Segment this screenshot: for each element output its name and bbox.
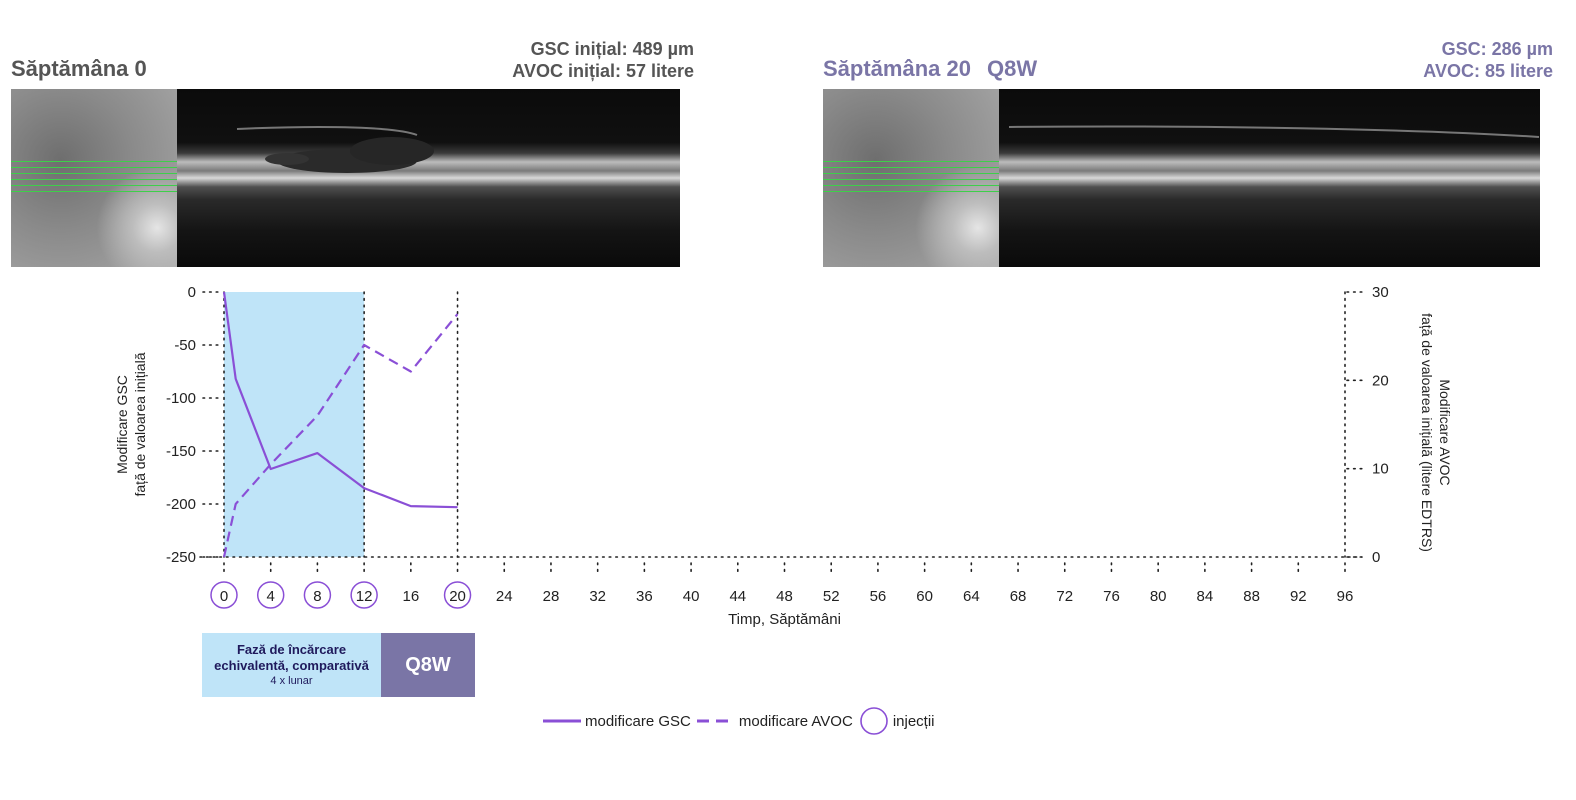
legend-injections: injecții [859,706,935,736]
x-tick-label: 20 [449,588,466,605]
x-tick-label: 24 [496,588,513,605]
week20-gsc: GSC: 286 µm [1441,39,1553,59]
x-tick-label: 28 [543,588,560,605]
week20-label: Săptămâna 20 [823,56,971,81]
fundus-image-week0 [11,89,177,267]
x-tick-label: 40 [683,588,700,605]
legend-avoc: modificare AVOC [696,712,853,730]
legend: modificare GSC modificare AVOC injecții [543,706,941,736]
oct-scan-week0 [177,89,694,267]
injection-marker-week-20 [443,581,472,609]
y-right-axis-label-line1: Modificare AVOC [1437,379,1453,485]
x-tick-label: 76 [1103,588,1120,605]
legend-avoc-swatch [696,719,735,723]
y-left-axis-label: Modificare GSC față de valoarea inițială [114,352,148,496]
week0-title: Săptămâna 0 [11,56,147,81]
week20-stats: GSC: 286 µm AVOC: 85 litere [1423,38,1553,82]
loading-phase-title: Fază de încărcare echivalentă, comparati… [214,642,369,673]
x-tick-label: 44 [729,588,746,605]
x-tick-label: 8 [313,588,321,605]
x-tick-label: 36 [636,588,653,605]
baseline-stats: GSC inițial: 489 µm AVOC inițial: 57 lit… [512,38,694,82]
x-tick-label: 12 [356,588,373,605]
injection-marker-week-8 [303,581,332,609]
y-left-axis-label-line1: Modificare GSC [114,375,130,474]
injection-marker-week-0 [210,581,238,609]
y-left-tick-label: -100 [166,390,196,407]
y-left-tick-label: -150 [166,443,196,460]
x-axis-label: Timp, Săptămâni [728,611,841,628]
injection-marker-week-4 [256,581,285,609]
x-tick-label: 80 [1150,588,1167,605]
x-tick-label: 16 [402,588,419,605]
legend-gsc: modificare GSC [543,713,691,730]
x-tick-label: 52 [823,588,840,605]
week20-regimen: Q8W [986,56,1038,81]
x-tick-label: 64 [963,588,980,605]
y-right-tick-label: 0 [1372,549,1380,566]
y-left-tick-label: -50 [174,337,196,354]
loading-phase-subtitle: 4 x lunar [270,675,313,687]
x-tick-label: 48 [776,588,793,605]
legend-avoc-label: modificare AVOC [738,712,853,730]
avoc-series-line [222,313,459,558]
x-tick-label: 56 [870,588,887,605]
x-tick-label: 32 [589,588,606,605]
x-tick-label: 60 [916,588,933,605]
loading-phase-box: Fază de încărcare echivalentă, comparati… [202,633,381,697]
x-tick-label: 96 [1337,588,1354,605]
x-tick-label: 68 [1010,588,1027,605]
legend-injection-circle [860,707,888,735]
week20-title: Săptămâna 20 Q8W [823,56,1037,82]
loading-phase-shading [224,292,365,557]
x-tick-label: 84 [1197,588,1214,605]
injection-marker-week-12 [350,581,378,609]
week20-avoc: AVOC: 85 litere [1423,61,1553,81]
x-tick-label: 72 [1056,588,1073,605]
q8w-phase-box: Q8W [381,633,475,697]
x-tick-label: 88 [1243,588,1260,605]
y-left-tick-label: -250 [166,549,196,566]
fundus-image-week20 [823,89,999,267]
y-right-axis-label-line2: față de valoarea inițială (litere EDTRS) [1419,313,1435,552]
y-left-tick-label: 0 [188,284,196,301]
x-tick-label: 92 [1290,588,1307,605]
oct-scan-week20 [999,89,1554,267]
y-right-tick-label: 30 [1372,284,1389,301]
gsc-series-line [222,291,458,509]
x-tick-label: 0 [220,588,228,605]
legend-gsc-label: modificare GSC [585,712,691,730]
y-left-tick-label: -200 [166,496,196,513]
y-right-tick-label: 20 [1372,372,1389,389]
y-right-tick-label: 10 [1372,461,1389,478]
legend-gsc-swatch [543,719,581,723]
baseline-avoc: AVOC inițial: 57 litere [512,61,694,81]
baseline-gsc: GSC inițial: 489 µm [530,39,694,59]
legend-injections-label: injecții [892,712,935,730]
y-left-axis-label-line2: față de valoarea inițială [132,352,148,496]
x-tick-label: 4 [267,588,275,605]
